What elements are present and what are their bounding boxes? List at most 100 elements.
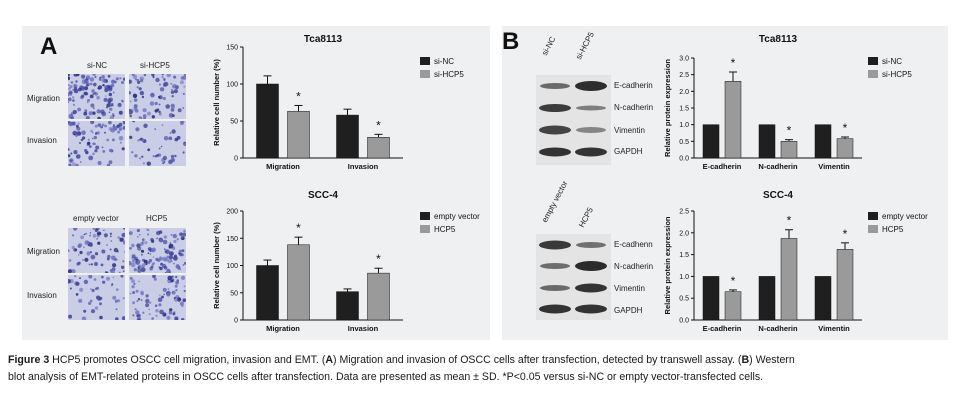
micrograph-image <box>68 121 125 166</box>
bar <box>758 124 776 159</box>
y-tick-label: 0.0 <box>679 318 689 325</box>
bar <box>758 276 776 321</box>
legend-swatch <box>420 225 430 233</box>
figure-caption: Figure 3 HCP5 promotes OSCC cell migrati… <box>8 352 964 386</box>
western-blot-image <box>536 234 611 320</box>
chart-title: SCC-4 <box>308 190 338 201</box>
significance-marker: * <box>296 221 301 235</box>
micrograph-image <box>129 228 186 273</box>
y-tick-label: 150 <box>226 236 238 243</box>
blot-band-label: GAPDH <box>614 147 643 156</box>
micro-row-label: Migration <box>27 247 60 256</box>
x-tick-label: E-cadherin <box>703 324 742 333</box>
blot-band-label: N-cadherin <box>614 103 654 112</box>
legend-label: HCP5 <box>434 225 456 234</box>
caption-text: ) Migration and invasion of OSCC cells a… <box>333 354 742 366</box>
y-tick-label: 0.5 <box>679 296 689 303</box>
y-tick-label: 1.5 <box>679 252 689 259</box>
significance-marker: * <box>296 89 301 103</box>
legend-swatch <box>868 70 878 78</box>
chart-title: Tca8113 <box>759 34 798 45</box>
y-tick-label: 50 <box>230 290 238 297</box>
significance-marker: * <box>376 118 381 132</box>
bar <box>724 81 742 159</box>
x-tick-label: N-cadherin <box>758 162 798 171</box>
legend-label: empty vector <box>434 212 480 221</box>
legend-label: si-HCP5 <box>882 70 912 79</box>
micro-col-label: si-NC <box>87 61 107 70</box>
bar <box>367 137 390 159</box>
panel-a-letter: A <box>40 33 58 60</box>
y-axis-label: Relative cell number (%) <box>212 222 221 309</box>
chart-title: Tca8113 <box>304 34 343 45</box>
bar-chart: Tca8113 0.0 0.5 1.0 1.5 2.0 2.5 3.0 Relative pro… <box>663 34 912 171</box>
blot-band-label: GAPDH <box>614 306 643 315</box>
micrograph-image <box>68 74 125 119</box>
y-tick-label: 2.5 <box>679 209 689 216</box>
caption-panel-ref: A <box>325 354 333 366</box>
bar <box>836 249 854 321</box>
legend-swatch <box>868 57 878 65</box>
y-tick-label: 0 <box>234 156 238 163</box>
y-axis-label: Relative protein expression <box>663 59 672 157</box>
bar <box>256 83 279 159</box>
legend-label: si-NC <box>434 57 454 66</box>
bar <box>724 291 742 321</box>
caption-text: blot analysis of EMT-related proteins in… <box>8 371 764 383</box>
y-tick-label: 3.0 <box>679 56 689 63</box>
micro-col-label: si-HCP5 <box>140 61 170 70</box>
y-tick-label: 0.5 <box>679 139 689 146</box>
bar <box>814 276 832 321</box>
chart-title: SCC-4 <box>763 190 793 201</box>
micro-row-label: Invasion <box>27 291 57 300</box>
micro-col-label: empty vector <box>73 214 119 223</box>
y-tick-label: 1.0 <box>679 122 689 129</box>
figure-label: Figure 3 <box>8 354 50 366</box>
caption-panel-ref: B <box>741 354 750 366</box>
legend-swatch <box>420 57 430 65</box>
y-tick-label: 0 <box>234 318 238 325</box>
significance-marker: * <box>787 124 792 138</box>
x-tick-label: Invasion <box>348 162 379 171</box>
bar <box>814 124 832 159</box>
y-axis-label: Relative cell number (%) <box>212 59 221 146</box>
y-tick-label: 2.0 <box>679 230 689 237</box>
y-axis-label: Relative protein expression <box>663 216 672 314</box>
legend-swatch <box>868 225 878 233</box>
y-tick-label: 100 <box>226 82 238 89</box>
western-blot-image <box>536 75 611 165</box>
y-tick-label: 150 <box>226 45 238 52</box>
legend-label: HCP5 <box>882 225 904 234</box>
bar <box>780 238 798 321</box>
caption-text: HCP5 promotes OSCC cell migration, invas… <box>49 354 326 366</box>
legend-label: si-NC <box>882 57 902 66</box>
bar <box>336 291 359 321</box>
significance-marker: * <box>843 227 848 241</box>
bar-chart: SCC-4 0 50 100 150 200 Relative cell number (%… <box>212 190 480 333</box>
significance-marker: * <box>843 121 848 135</box>
bar <box>367 272 390 321</box>
significance-marker: * <box>787 214 792 228</box>
micro-col-label: HCP5 <box>146 214 168 223</box>
micrograph-image <box>68 275 125 320</box>
blot-band-label: E-cadherin <box>614 81 653 90</box>
legend-label: empty vector <box>882 212 928 221</box>
legend-swatch <box>868 212 878 220</box>
x-tick-label: Invasion <box>348 324 379 333</box>
panel-b-letter: B <box>502 28 520 55</box>
bar <box>836 138 854 159</box>
bar <box>702 124 720 159</box>
bar <box>780 141 798 159</box>
y-tick-label: 100 <box>226 263 238 270</box>
x-tick-label: E-cadherin <box>703 162 742 171</box>
y-tick-label: 1.5 <box>679 106 689 113</box>
blot-band-label: Vimentin <box>614 284 645 293</box>
y-tick-label: 0.0 <box>679 156 689 163</box>
blot-band-label: Vimentin <box>614 126 645 135</box>
micrograph-image <box>129 121 186 166</box>
blot-band-label: E-cadhenn <box>614 240 653 249</box>
bar-chart: Tca8113 0 50 100 150 Relative cell number (%)… <box>212 34 464 171</box>
x-tick-label: Vimentin <box>818 162 850 171</box>
micrograph-image <box>129 275 186 320</box>
blot-band-label: N-cadherin <box>614 262 654 271</box>
